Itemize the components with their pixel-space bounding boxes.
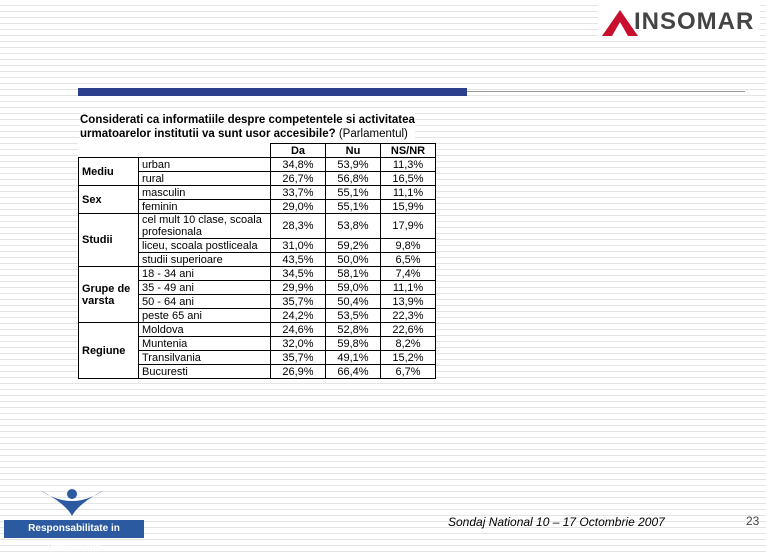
- table-row: 50 - 64 ani 35,7% 50,4% 13,9%: [79, 294, 436, 309]
- cell-value: 53,8%: [325, 213, 381, 239]
- table-row: rural 26,7% 56,8% 16,5%: [79, 171, 436, 186]
- cell-value: 15,9%: [380, 199, 436, 214]
- cell-value: 29,0%: [270, 199, 326, 214]
- slide: INSOMAR Considerati ca informatiile desp…: [0, 0, 766, 540]
- row-label: urban: [138, 157, 271, 172]
- cell-value: 59,8%: [325, 336, 381, 351]
- row-label: Moldova: [138, 322, 271, 337]
- title-bar: [78, 88, 467, 96]
- org-icon: [40, 489, 104, 516]
- cell-value: 8,2%: [380, 336, 436, 351]
- group-label: Studii: [78, 213, 139, 267]
- question-line: urmatoarelor institutii va sunt usor acc…: [80, 128, 336, 140]
- cell-value: 26,7%: [270, 171, 326, 186]
- cell-value: 22,3%: [380, 308, 436, 323]
- group-label: Regiune: [78, 322, 139, 379]
- org-name: Responsabilitate in Democratie: [4, 520, 144, 552]
- row-label: rural: [138, 171, 271, 186]
- row-label: 50 - 64 ani: [138, 294, 271, 309]
- cell-value: 29,9%: [270, 280, 326, 295]
- column-header: Nu: [325, 143, 381, 158]
- cell-value: 11,3%: [380, 157, 436, 172]
- cell-value: 35,7%: [270, 294, 326, 309]
- cell-value: 6,5%: [380, 252, 436, 267]
- table-row: 35 - 49 ani 29,9% 59,0% 11,1%: [79, 280, 436, 295]
- table-row: Bucuresti 26,9% 66,4% 6,7%: [79, 364, 436, 379]
- cell-value: 33,7%: [270, 185, 326, 200]
- cell-value: 24,2%: [270, 308, 326, 323]
- cell-value: 9,8%: [380, 238, 436, 253]
- row-label: masculin: [138, 185, 271, 200]
- row-label: liceu, scoala postliceala: [138, 238, 271, 253]
- cell-value: 59,0%: [325, 280, 381, 295]
- group-label: Mediu: [78, 157, 139, 186]
- cell-value: 50,0%: [325, 252, 381, 267]
- table-row: Da Nu NS/NR: [78, 143, 436, 158]
- cell-value: 11,1%: [380, 280, 436, 295]
- cell-value: 53,5%: [325, 308, 381, 323]
- table-row: Muntenia 32,0% 59,8% 8,2%: [79, 336, 436, 351]
- cell-value: 43,5%: [270, 252, 326, 267]
- org-logo: [38, 482, 106, 518]
- row-label: 18 - 34 ani: [138, 266, 271, 281]
- row-label: Transilvania: [138, 350, 271, 365]
- cell-value: 13,9%: [380, 294, 436, 309]
- table-row: Mediu urban 34,8% 53,9% 11,3%: [78, 157, 436, 186]
- cell-value: 7,4%: [380, 266, 436, 281]
- cell-value: 52,8%: [325, 322, 381, 337]
- cell-value: 50,4%: [325, 294, 381, 309]
- cell-value: 6,7%: [380, 364, 436, 379]
- table-row: Sex masculin 33,7% 55,1% 11,1%: [78, 185, 436, 214]
- cell-value: 31,0%: [270, 238, 326, 253]
- question-line: Considerati ca informatiile despre compe…: [80, 114, 415, 126]
- cell-value: 34,8%: [270, 157, 326, 172]
- cell-value: 55,1%: [325, 185, 381, 200]
- cell-value: 35,7%: [270, 350, 326, 365]
- cell-value: 56,8%: [325, 171, 381, 186]
- logo: INSOMAR: [598, 4, 760, 40]
- cell-value: 53,9%: [325, 157, 381, 172]
- survey-label: Sondaj National 10 – 17 Octombrie 2007: [448, 515, 665, 529]
- table-row: Grupe de varsta 18 - 34 ani 34,5% 58,1% 7,4%: [78, 266, 436, 323]
- cell-value: 26,9%: [270, 364, 326, 379]
- cell-value: 66,4%: [325, 364, 381, 379]
- row-label: cel mult 10 clase, scoala profesionala: [138, 213, 271, 239]
- cell-value: 17,9%: [380, 213, 436, 239]
- cell-value: 32,0%: [270, 336, 326, 351]
- question-note: (Parlamentul): [338, 128, 408, 140]
- row-label: feminin: [138, 199, 271, 214]
- column-header: NS/NR: [380, 143, 436, 158]
- table-row: studii superioare 43,5% 50,0% 6,5%: [79, 252, 436, 267]
- column-header: Da: [270, 143, 326, 158]
- table-row: Studii cel mult 10 clase, scoala profesio…: [78, 213, 436, 267]
- cell-value: 28,3%: [270, 213, 326, 239]
- group-label: Sex: [78, 185, 139, 214]
- cell-value: 16,5%: [380, 171, 436, 186]
- table-row: feminin 29,0% 55,1% 15,9%: [79, 199, 436, 214]
- row-label: peste 65 ani: [138, 308, 271, 323]
- cell-value: 55,1%: [325, 199, 381, 214]
- table: Da Nu NS/NR Mediu urban 34,8% 53,9% 11,3% rural 2…: [78, 143, 436, 379]
- cell-value: 34,5%: [270, 266, 326, 281]
- cell-value: 11,1%: [380, 185, 436, 200]
- title-rule: [467, 91, 745, 92]
- logo-text: INSOMAR: [634, 8, 755, 35]
- row-label: 35 - 49 ani: [138, 280, 271, 295]
- cell-value: 59,2%: [325, 238, 381, 253]
- cell-value: 22,6%: [380, 322, 436, 337]
- cell-value: 15,2%: [380, 350, 436, 365]
- group-label: Grupe de varsta: [78, 266, 139, 323]
- logo-icon: [602, 10, 638, 36]
- table-row: Regiune Moldova 24,6% 52,8% 22,6%: [78, 322, 436, 379]
- page-number: 23: [746, 514, 760, 528]
- row-label: Bucuresti: [138, 364, 271, 379]
- question: Considerati ca informatiile despre compe…: [80, 113, 415, 141]
- row-label: studii superioare: [138, 252, 271, 267]
- row-label: Muntenia: [138, 336, 271, 351]
- cell-value: 49,1%: [325, 350, 381, 365]
- cell-value: 24,6%: [270, 322, 326, 337]
- cell-value: 58,1%: [325, 266, 381, 281]
- corner-cell: [78, 143, 271, 158]
